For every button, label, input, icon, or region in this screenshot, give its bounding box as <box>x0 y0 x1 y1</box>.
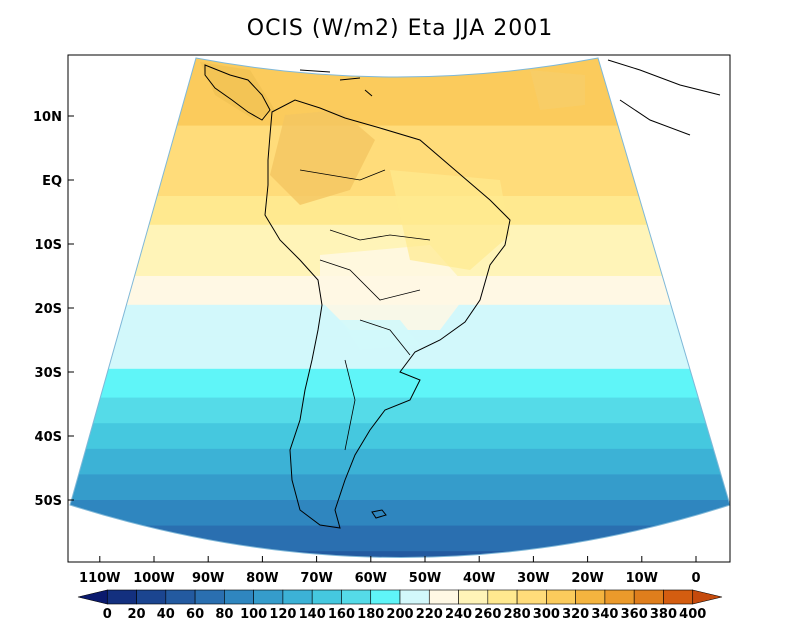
colorbar-swatch <box>546 589 576 605</box>
field-band <box>70 397 730 425</box>
colorbar-swatch <box>604 589 635 605</box>
colorbar-swatch <box>165 589 196 605</box>
lat-tick-label: 50S <box>35 494 62 509</box>
lon-tick-label: 60W <box>355 571 387 586</box>
colorbar-swatch <box>194 589 225 605</box>
lon-tick-label: 20W <box>571 571 603 586</box>
caribbean-islands <box>299 69 373 97</box>
lat-tick-label: 10N <box>33 110 62 125</box>
colorbar-swatch <box>428 589 459 605</box>
lon-tick-label: 0 <box>691 571 700 586</box>
colorbar-label: 360 <box>621 607 648 618</box>
colorbar-swatch <box>224 589 254 605</box>
lon-tick-label: 30W <box>517 571 549 586</box>
lon-tick-label: 80W <box>246 571 278 586</box>
lon-tick-label: 50W <box>409 571 441 586</box>
map-title: OCIS (W/m2) Eta JJA 2001 <box>246 16 554 41</box>
colorbar-label: 300 <box>533 607 560 618</box>
country-borders <box>299 169 431 451</box>
lat-tick-label: 40S <box>35 430 62 445</box>
colorbar-swatch <box>633 589 664 605</box>
colorbar-swatch <box>516 589 547 605</box>
lon-tick-label: 10W <box>626 571 658 586</box>
colorbar-swatch <box>692 589 723 605</box>
land-shading <box>200 62 585 350</box>
colorbar-swatch <box>282 589 313 605</box>
colorbar-swatch <box>399 589 430 605</box>
central-america-shading <box>200 62 275 120</box>
colorbar-label: 240 <box>445 607 472 618</box>
lon-tick-label: 90W <box>192 571 224 586</box>
colorbar-label: 280 <box>504 607 531 618</box>
colorbar-label: 260 <box>474 607 501 618</box>
colorbar-swatch <box>663 589 694 605</box>
lat-tick-label: EQ <box>42 174 62 189</box>
colorbar-label: 160 <box>328 607 355 618</box>
colorbar-swatch <box>487 589 518 605</box>
field-band <box>70 551 730 558</box>
andes-north-shading <box>270 110 375 205</box>
colorbar-label: 100 <box>240 607 267 618</box>
colorbar-swatch <box>341 589 372 605</box>
brazil-yellow-area <box>390 170 510 270</box>
colorbar-swatch <box>253 589 284 605</box>
colorbar-swatch <box>458 589 489 605</box>
africa-coastline <box>607 59 721 136</box>
east-atlantic-shading <box>530 70 585 110</box>
central-america-coastline <box>204 64 271 121</box>
colorbar-label: 380 <box>650 607 677 618</box>
lon-tick-label: 100W <box>133 571 174 586</box>
colorbar-label: 60 <box>186 607 204 618</box>
model-domain-outline <box>69 57 731 558</box>
colorbar-label: 20 <box>127 607 145 618</box>
field-band <box>70 474 730 501</box>
colorbar-label: 340 <box>591 607 618 618</box>
lon-tick-label: 40W <box>463 571 495 586</box>
field-band <box>70 368 730 399</box>
field-band <box>70 500 730 527</box>
colorbar-swatch <box>370 589 401 605</box>
lat-tick-label: 30S <box>35 366 62 381</box>
longitude-axis: 110W 100W 90W 80W 70W 60W 50W 40W 30W 20W 10W 0 <box>79 556 701 586</box>
south-america-coastline <box>264 99 511 529</box>
colorbar-label: 320 <box>562 607 589 618</box>
lon-tick-label: 70W <box>300 571 332 586</box>
lat-tick-label: 20S <box>35 302 62 317</box>
colorbar-label: 120 <box>269 607 296 618</box>
colorbar-label: 40 <box>157 607 175 618</box>
colorbar-swatch <box>575 589 606 605</box>
latitude-axis: 10N EQ 10S 20S 30S 40S 50S <box>33 110 74 509</box>
field-band <box>70 224 730 252</box>
field-band <box>70 448 730 476</box>
colorbar-label: 200 <box>386 607 413 618</box>
colorbar-label: 140 <box>299 607 326 618</box>
field-band <box>70 423 730 450</box>
coastlines <box>204 59 721 529</box>
colorbar-label: 80 <box>215 607 233 618</box>
colorbar-swatch <box>311 589 342 605</box>
colorbar-swatch <box>136 589 167 605</box>
colorbar-swatch <box>106 589 137 605</box>
colorbar: 0 20 40 60 80 100 120 140 160 180 200 220 240 260 280 3… <box>77 589 723 618</box>
colorbar-label: 220 <box>416 607 443 618</box>
bolivia-light-area <box>320 245 470 330</box>
colorbar-label: 400 <box>679 607 706 618</box>
lon-tick-label: 110W <box>79 571 120 586</box>
colorbar-swatch <box>77 589 108 605</box>
lat-tick-label: 10S <box>35 238 62 253</box>
falkland-islands <box>371 509 387 519</box>
colorbar-label: 180 <box>357 607 384 618</box>
colorbar-label: 0 <box>103 607 112 618</box>
